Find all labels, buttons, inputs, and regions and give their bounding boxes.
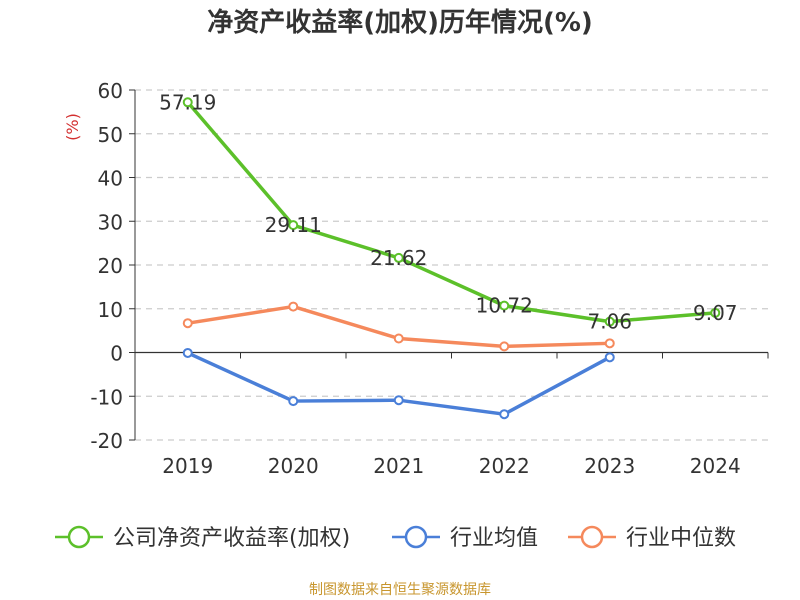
y-tick-label: 40 bbox=[98, 167, 123, 191]
legend-marker-icon bbox=[580, 525, 604, 549]
data-point bbox=[182, 318, 193, 329]
y-tick-label: -20 bbox=[90, 429, 123, 453]
data-point bbox=[393, 252, 404, 263]
y-tick-label: 10 bbox=[98, 298, 123, 322]
data-label: 9.07 bbox=[693, 301, 738, 325]
data-label-layer: 57.19 29.11 21.62 10.72 7.06 9.07 bbox=[159, 90, 737, 333]
y-tick-label: 0 bbox=[110, 342, 123, 366]
x-tick-label: 2019 bbox=[162, 454, 213, 478]
data-point bbox=[393, 333, 404, 344]
x-tick-label: 2024 bbox=[690, 454, 741, 478]
legend-label: 公司净资产收益率(加权) bbox=[113, 526, 350, 551]
data-point bbox=[182, 347, 193, 358]
data-point bbox=[604, 316, 615, 327]
data-point bbox=[393, 395, 404, 406]
x-tick-label: 2023 bbox=[584, 454, 635, 478]
legend-marker-icon bbox=[67, 525, 91, 549]
legend-label: 行业中位数 bbox=[626, 526, 736, 551]
data-label: 10.72 bbox=[476, 294, 533, 318]
source-note: 制图数据来自恒生聚源数据库 bbox=[309, 582, 491, 598]
data-label: 57.19 bbox=[159, 90, 216, 114]
data-point bbox=[499, 409, 510, 420]
legend: 公司净资产收益率(加权) 行业均值 行业中位数 bbox=[55, 525, 736, 551]
x-tick-label: 2020 bbox=[268, 454, 319, 478]
chart-title: 净资产收益率(加权)历年情况(%) bbox=[207, 8, 593, 38]
data-label: 29.11 bbox=[265, 213, 322, 237]
data-label: 7.06 bbox=[587, 310, 632, 334]
y-tick-label: -10 bbox=[90, 385, 123, 409]
data-point bbox=[710, 307, 721, 318]
series-line-0 bbox=[186, 101, 716, 324]
grid-layer bbox=[135, 89, 768, 441]
data-point bbox=[182, 97, 193, 108]
y-tick-label: 50 bbox=[98, 123, 123, 147]
y-axis-label: (%) bbox=[63, 113, 82, 141]
data-point bbox=[604, 338, 615, 349]
y-tick-label: 60 bbox=[98, 79, 123, 103]
legend-label: 行业均值 bbox=[450, 526, 538, 551]
x-tick-label: 2022 bbox=[479, 454, 530, 478]
legend-marker-icon bbox=[404, 525, 428, 549]
y-tick-label: 20 bbox=[98, 254, 123, 278]
data-point bbox=[288, 301, 299, 312]
data-point bbox=[499, 300, 510, 311]
data-point bbox=[288, 396, 299, 407]
series-layer bbox=[182, 97, 721, 420]
axis-layer: 60 50 40 30 20 10 0 -10 -20 (%) 2019 2020 2021 2022 20… bbox=[63, 79, 769, 478]
y-tick-label: 30 bbox=[98, 210, 123, 234]
data-point bbox=[499, 341, 510, 352]
data-point bbox=[288, 220, 299, 231]
data-label: 21.62 bbox=[370, 246, 427, 270]
data-point bbox=[604, 352, 615, 363]
x-tick-label: 2021 bbox=[373, 454, 424, 478]
